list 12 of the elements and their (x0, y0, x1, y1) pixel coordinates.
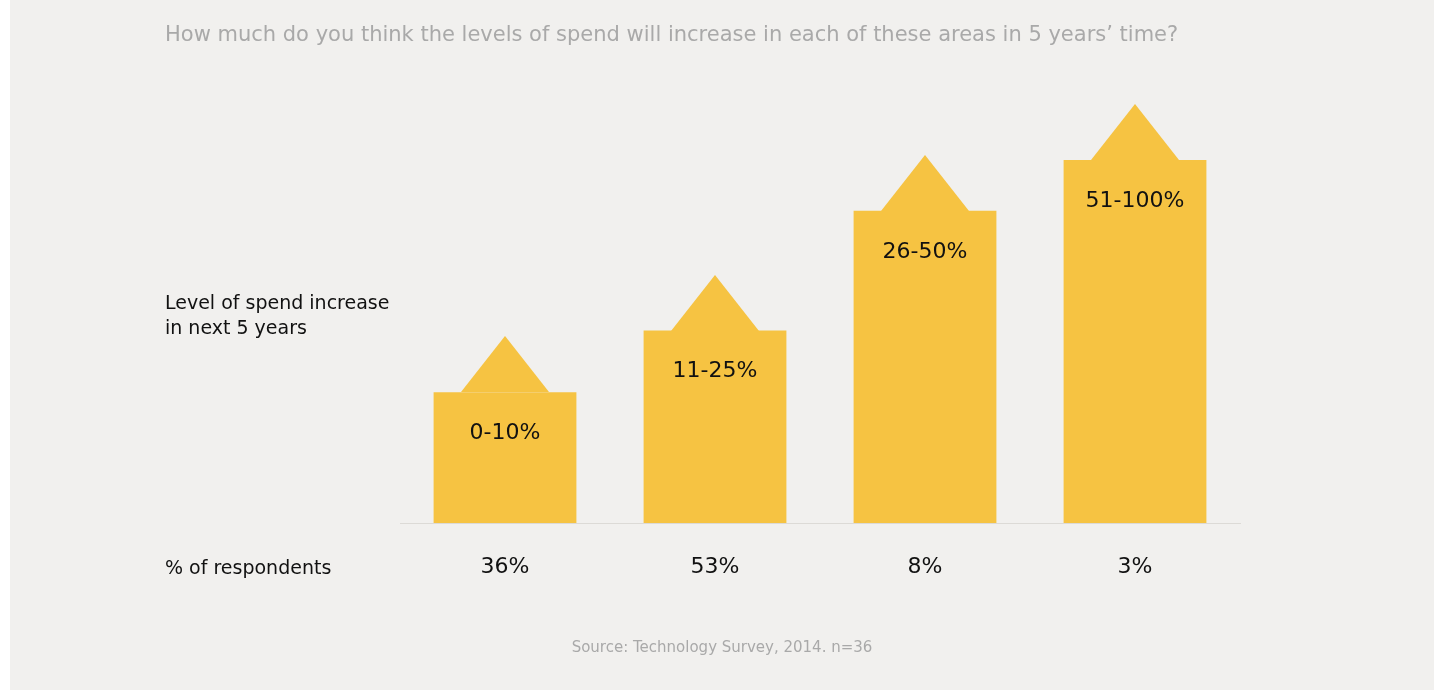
text: 53% (690, 553, 740, 578)
text: 36% (480, 553, 530, 578)
text: 3% (1117, 553, 1153, 578)
x-tick-label: 11-25% (672, 357, 758, 383)
x-axis-title: % of respondents (165, 556, 332, 578)
text: 8% (907, 553, 943, 578)
chart-title: How much do you think the levels of spend will increase in each of these areas in 5 years’ time? (165, 22, 1179, 46)
x-tick-label: 0-10% (469, 419, 541, 445)
source-note: Source: Technology Survey, 2014. n=36 (571, 638, 873, 656)
x-tick-label: 51-100% (1085, 186, 1185, 212)
x-tick-label: 26-50% (882, 237, 968, 263)
y-axis-title: Level of spend increase in next 5 years (165, 290, 391, 340)
